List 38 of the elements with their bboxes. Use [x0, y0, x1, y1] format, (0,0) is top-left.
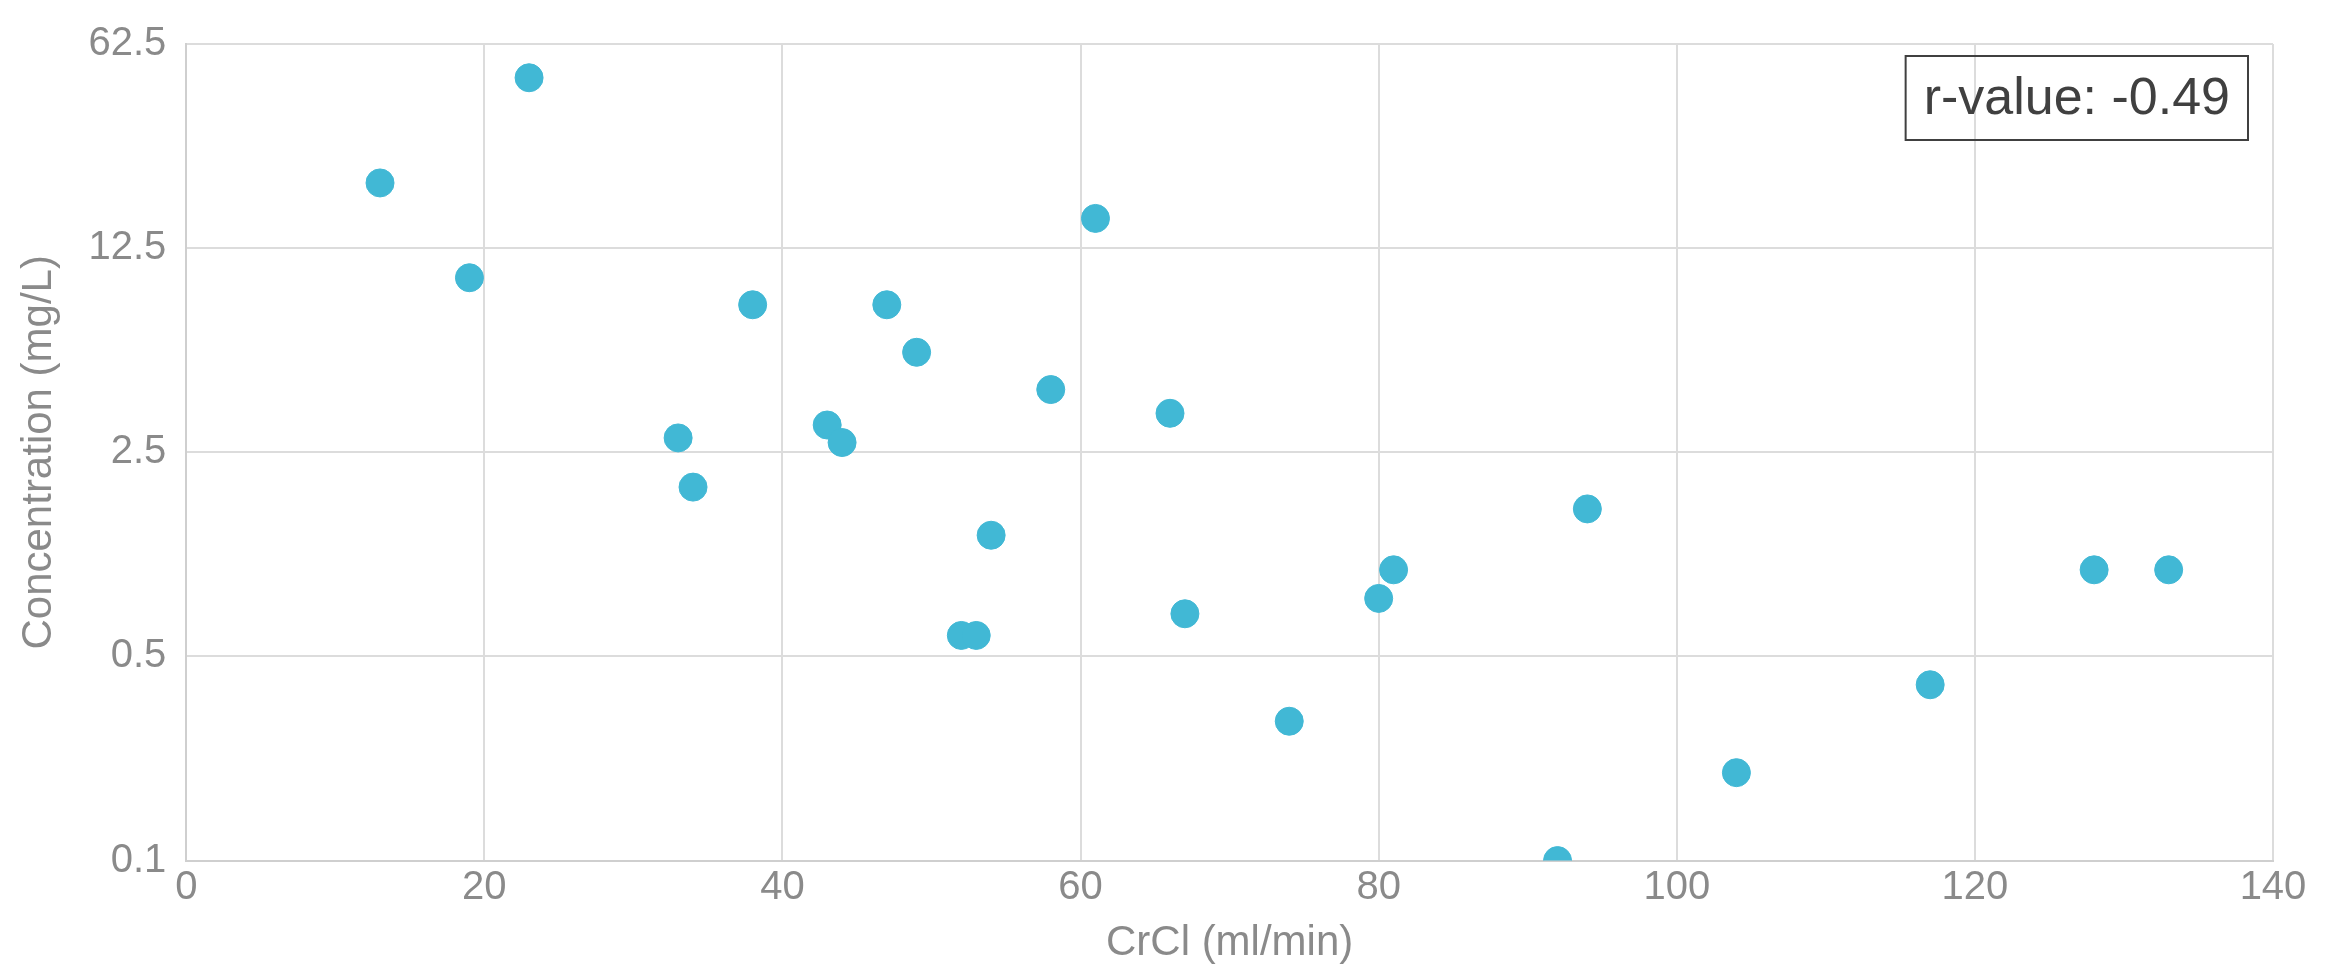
x-tick-label: 40: [760, 862, 805, 907]
point: [1274, 706, 1304, 736]
x-tick-label: 80: [1356, 862, 1401, 907]
y-tick-label: 62.5: [88, 19, 167, 64]
point: [1915, 670, 1945, 700]
x-axis-title: CrCl (ml/min): [1105, 917, 1354, 965]
point: [827, 428, 857, 458]
x-tick-label: 0: [175, 862, 198, 907]
point: [365, 168, 395, 198]
point: [902, 337, 932, 367]
x-tick-label: 120: [1941, 862, 2009, 907]
point: [1379, 555, 1409, 585]
point: [2079, 555, 2109, 585]
point: [514, 63, 544, 93]
point: [738, 290, 768, 320]
point: [454, 263, 484, 293]
y-tick-label: 12.5: [88, 223, 167, 268]
annotation: r-value: -0.49: [1923, 67, 2231, 126]
y-tick-label: 0.5: [110, 631, 167, 676]
point: [1572, 494, 1602, 524]
point: [1036, 375, 1066, 405]
x-tick-label: 140: [2239, 862, 2307, 907]
point: [1721, 758, 1751, 788]
y-axis-title: Concentration (mg/L): [12, 255, 60, 650]
x-tick-label: 60: [1058, 862, 1103, 907]
point: [678, 472, 708, 502]
point: [1080, 203, 1110, 233]
point: [872, 290, 902, 320]
point: [976, 520, 1006, 550]
point: [1364, 583, 1394, 613]
point: [2154, 555, 2184, 585]
point: [1170, 599, 1200, 629]
x-tick-label: 20: [462, 862, 507, 907]
y-tick-label: 0.1: [110, 835, 167, 880]
x-tick-label: 100: [1643, 862, 1711, 907]
y-tick-label: 2.5: [110, 427, 167, 472]
point: [663, 423, 693, 453]
point: [1155, 398, 1185, 428]
